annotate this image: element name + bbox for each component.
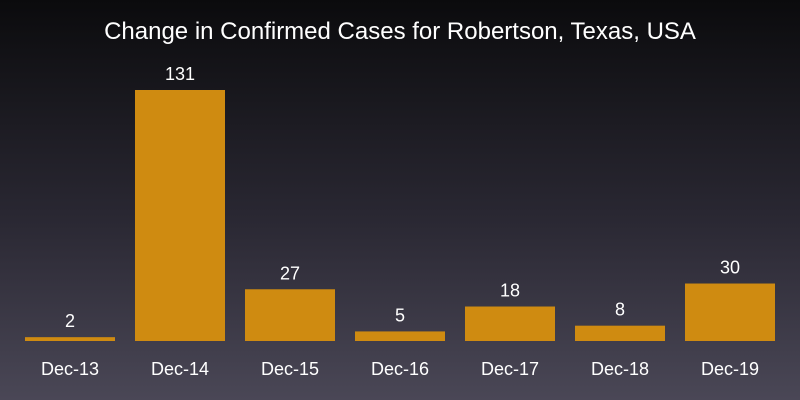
bar-dec-15 [245, 289, 335, 341]
value-label-dec-15: 27 [280, 263, 300, 283]
bar-dec-16 [355, 331, 445, 341]
value-label-dec-14: 131 [165, 64, 195, 84]
value-label-dec-16: 5 [395, 305, 405, 325]
x-tick-label-dec-13: Dec-13 [41, 359, 99, 379]
bar-dec-18 [575, 325, 665, 341]
bar-dec-17 [465, 306, 555, 341]
value-label-dec-18: 8 [615, 300, 625, 320]
x-tick-label-dec-15: Dec-15 [261, 359, 319, 379]
bar-dec-14 [135, 90, 225, 341]
value-label-dec-19: 30 [720, 258, 740, 278]
chart-title: Change in Confirmed Cases for Robertson,… [104, 18, 696, 45]
value-label-dec-13: 2 [65, 311, 75, 331]
bar-dec-13 [25, 337, 115, 341]
x-tick-label-dec-14: Dec-14 [151, 359, 209, 379]
x-tick-label-dec-16: Dec-16 [371, 359, 429, 379]
value-label-dec-17: 18 [500, 281, 520, 301]
x-tick-label-dec-18: Dec-18 [591, 359, 649, 379]
x-tick-label-dec-19: Dec-19 [701, 359, 759, 379]
x-tick-label-dec-17: Dec-17 [481, 359, 539, 379]
bar-dec-19 [685, 283, 775, 341]
